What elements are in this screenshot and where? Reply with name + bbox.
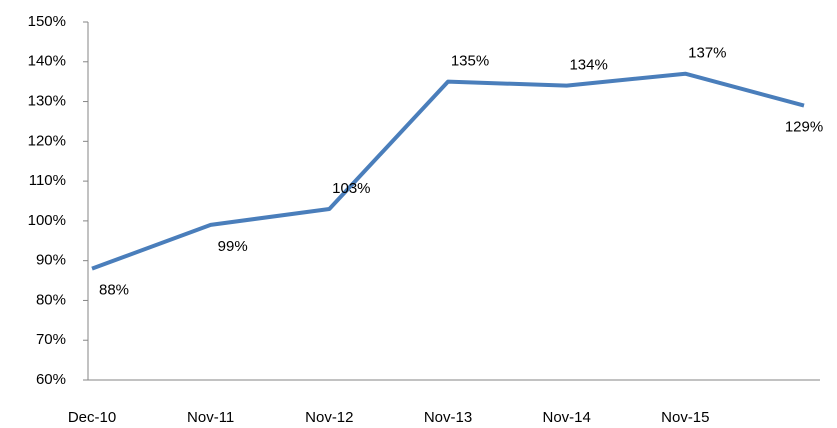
x-tick-label: Nov-15 xyxy=(661,409,709,426)
data-label: 103% xyxy=(332,180,370,197)
y-tick-label: 100% xyxy=(28,212,66,229)
x-tick-label: Nov-12 xyxy=(305,409,353,426)
x-tick-label: Nov-14 xyxy=(542,409,590,426)
x-tick-label: Nov-13 xyxy=(424,409,472,426)
y-tick-label: 140% xyxy=(28,53,66,70)
y-tick-label: 80% xyxy=(36,291,66,308)
series-line xyxy=(91,71,805,271)
data-label: 134% xyxy=(569,57,607,74)
y-tick-label: 70% xyxy=(36,331,66,348)
data-label: 137% xyxy=(688,45,726,62)
x-tick-label: Nov-11 xyxy=(187,409,234,426)
y-tick-label: 120% xyxy=(28,132,66,149)
y-tick-label: 60% xyxy=(36,371,66,388)
data-label: 129% xyxy=(785,119,823,136)
data-label: 88% xyxy=(99,282,129,299)
data-label: 135% xyxy=(451,53,489,70)
y-tick-label: 90% xyxy=(36,252,66,269)
data-label: 99% xyxy=(218,238,248,255)
y-tick-label: 130% xyxy=(28,93,66,110)
x-tick-label: Dec-10 xyxy=(68,409,116,426)
y-tick-label: 150% xyxy=(28,13,66,30)
y-tick-label: 110% xyxy=(29,172,66,189)
